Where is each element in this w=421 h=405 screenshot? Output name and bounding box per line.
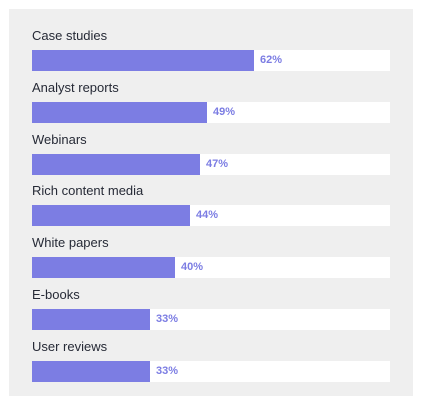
bar-value-label: 47% — [206, 157, 229, 170]
bar-value-label: 62% — [260, 54, 283, 66]
bar-track: 33% — [32, 309, 390, 330]
bar-value-label: 49% — [213, 105, 236, 118]
bar-row: White papers 40% — [32, 235, 390, 287]
bar-category-label: User reviews — [32, 338, 108, 354]
bar-category-label: Case studies — [32, 28, 108, 43]
bar-row: User reviews 33% — [32, 339, 390, 391]
bar-category-label: Analyst reports — [32, 79, 119, 95]
bar-row: Case studies 62% — [32, 28, 390, 80]
chart-panel: Case studies 62% Analyst reports 49% Webinar… — [9, 9, 413, 396]
bar-fill — [32, 309, 150, 330]
bar-row: E-books 33% — [32, 287, 390, 339]
bar-row: Webinars 47% — [32, 132, 390, 184]
bar-fill — [32, 101, 207, 123]
bar-row: Rich content media 44% — [32, 183, 390, 235]
bar-value-label: 33% — [156, 313, 179, 325]
bar-row: Analyst reports 49% — [32, 80, 390, 132]
bar-track: 44% — [32, 205, 390, 227]
bar-category-label: E-books — [32, 287, 80, 302]
bar-fill — [32, 50, 254, 71]
bar-track: 47% — [32, 153, 390, 175]
bar-category-label: Webinars — [32, 131, 87, 147]
bar-track: 49% — [32, 101, 390, 123]
bar-track: 40% — [32, 257, 390, 279]
bar-category-label: Rich content media — [32, 183, 144, 199]
bar-track: 33% — [32, 360, 390, 382]
bar-value-label: 33% — [156, 364, 179, 377]
bar-track: 62% — [32, 50, 390, 71]
bar-fill — [32, 153, 200, 175]
bar-fill — [32, 257, 175, 279]
bar-value-label: 44% — [196, 209, 219, 222]
bar-fill — [32, 205, 190, 227]
bar-fill — [32, 360, 150, 382]
bar-value-label: 40% — [181, 261, 204, 274]
bar-category-label: White papers — [32, 235, 109, 251]
